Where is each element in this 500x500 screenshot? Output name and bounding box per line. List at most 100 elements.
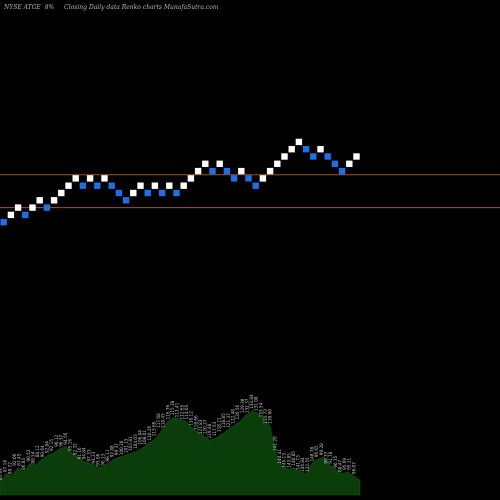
up-brick [202,160,209,167]
change-label: 8% [45,4,55,11]
up-brick [137,182,144,189]
volume-value-label: 90.52 [26,449,31,461]
volume-value-label: 94.84 [82,447,87,459]
up-brick [86,175,94,182]
volume-value-label: 112.65 [179,405,184,420]
up-brick [130,189,137,197]
volume-value-label: 141.73 [296,455,301,470]
up-brick [317,146,324,153]
up-brick [14,204,22,211]
down-brick [94,182,101,189]
volume-value-label: 145.13 [282,453,287,468]
down-brick [22,211,29,219]
volume-value-label: 96.65 [314,445,319,457]
volume-value-label: 86.83 [21,458,26,470]
volume-value-label: 99.28 [319,443,324,455]
volume-value-label: 141.26 [272,436,277,451]
down-brick [0,219,7,226]
up-brick [36,197,43,204]
volume-value-label: 94.56 [63,432,68,444]
volume-value-label: 135.73 [263,409,268,424]
renko-bricks [0,138,360,226]
up-brick [101,175,108,182]
ticker-label: NYSE ATGE [3,4,41,11]
volume-value-label: 99.37 [114,443,119,455]
volume-value-label: 91.78 [328,451,333,463]
down-brick [173,189,180,197]
volume-value-label: 96.07 [351,462,356,474]
volume-value-label: 119.48 [207,423,212,438]
down-brick [209,167,216,175]
up-brick [187,175,195,182]
up-brick [216,160,223,167]
volume-value-label: 88.12 [35,445,40,457]
volume-value-label: 90.35 [333,455,338,467]
up-brick [194,167,202,175]
volume-area [0,410,361,496]
volume-value-label: 96.13 [100,453,105,465]
down-brick [43,204,51,211]
down-brick [158,189,166,197]
volume-value-label: 121.83 [198,419,203,434]
volume-value-label: 133.54 [258,402,263,417]
volume-value-label: 96.37 [58,434,63,446]
down-brick [302,146,310,153]
volume-value-label: 118.45 [161,413,166,428]
volume-value-label: 118.85 [221,413,226,428]
volume-value-label: 92.15 [49,439,54,451]
down-brick [331,160,339,167]
volume-value-label: 113.66 [151,421,156,436]
volume-value-label: 90.12 [54,434,59,446]
volume-value-label: 88.47 [337,460,342,472]
volume-value-label: 132.55 [305,457,310,472]
volume-value-label: 134.84 [249,394,254,409]
volume-value-label: 144.41 [277,449,282,464]
volume-value-label: 118.66 [193,415,198,430]
down-brick [115,189,123,197]
volume-value-label: 89.72 [7,462,12,474]
down-brick [223,167,231,175]
volume-value-label: 106.04 [138,430,143,445]
up-brick [259,175,267,182]
volume-value-label: 139.60 [268,409,273,424]
volume-value-label: 84.93 [0,468,3,480]
volume-value-label: 117.53 [212,421,217,436]
volume-area-shape [0,410,361,496]
volume-value-label: 92.84 [45,441,50,453]
down-brick [252,182,259,189]
volume-value-label: 114.05 [184,405,189,420]
volume-value-label: 122.48 [231,409,236,424]
up-brick [166,182,173,189]
volume-value-label: 126.56 [235,405,240,420]
volume-value-label: 87.18 [3,460,8,472]
volume-value-label: 116.12 [189,411,194,426]
up-brick [151,182,159,189]
description-label: Closing Daily data Renko charts MunafaSu… [64,4,219,11]
volume-value-label: 116.76 [165,405,170,420]
up-brick [353,153,360,160]
up-brick [29,204,36,211]
down-brick [230,175,238,182]
volume-value-label: 92.32 [72,443,77,455]
volume-value-label: 88.54 [31,451,36,463]
up-brick [266,167,274,175]
volume-value-label: 94.23 [91,451,96,463]
volume-value-label: 117.08 [156,413,161,428]
volume-value-label: 110.26 [147,426,152,441]
down-brick [245,175,252,182]
volume-value-label: 95.11 [347,458,352,470]
volume-value-label: 104.03 [133,434,138,449]
volume-value-label: 95.16 [68,439,73,451]
up-brick [238,167,245,175]
volume-value-label: 115.38 [170,400,175,415]
volume-value-label: 143.85 [286,453,291,468]
up-brick [58,189,65,197]
volume-value-label: 90.64 [40,445,45,457]
volume-value-label: 95.69 [342,458,347,470]
down-brick [108,182,115,189]
volume-value-label: 91.16 [77,447,82,459]
volume-value-label: 97.33 [86,449,91,461]
volume-value-label: 146.84 [300,457,305,472]
volume-value-label: 101.15 [124,438,129,453]
